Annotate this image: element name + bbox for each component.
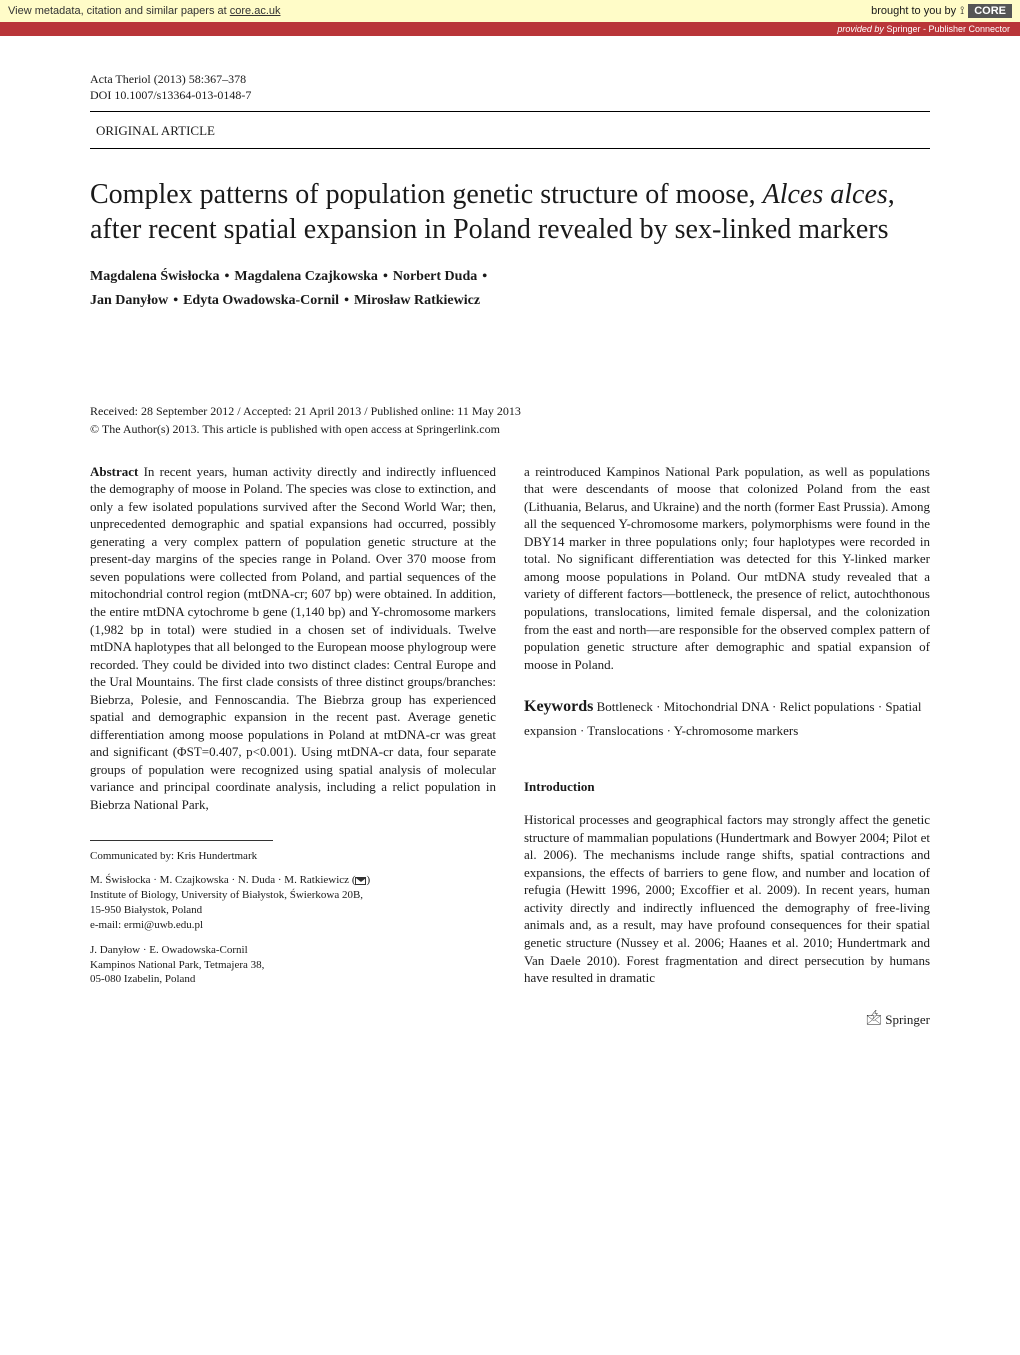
affiliation-1: M. Świsłocka · M. Czajkowska · N. Duda ·…	[90, 873, 496, 932]
core-logo[interactable]: CORE	[968, 4, 1012, 18]
affiliation-2: J. Danyłow · E. Owadowska-Cornil Kampino…	[90, 943, 496, 988]
core-banner: View metadata, citation and similar pape…	[0, 0, 1020, 22]
abstract-left-text: In recent years, human activity directly…	[90, 464, 496, 812]
author: Norbert Duda	[393, 269, 477, 284]
author: Magdalena Czajkowska	[234, 269, 378, 284]
provider-bar: provided by Springer - Publisher Connect…	[0, 22, 1020, 36]
title-species: Alces alces	[763, 179, 888, 210]
journal-info: Acta Theriol (2013) 58:367–378 DOI 10.10…	[90, 72, 930, 103]
aff2-names: J. Danyłow · E. Owadowska-Cornil	[90, 944, 248, 956]
abstract-heading: Abstract	[90, 464, 138, 479]
banner-left[interactable]: View metadata, citation and similar pape…	[8, 5, 281, 17]
provider-label: provided by	[837, 24, 886, 34]
aff1-line2: 15-950 Białystok, Poland	[90, 904, 202, 916]
aff2-line2: 05-080 Izabelin, Poland	[90, 973, 195, 985]
aff1-line1: Institute of Biology, University of Biał…	[90, 889, 363, 901]
journal-citation: Acta Theriol (2013) 58:367–378	[90, 72, 930, 88]
keywords-heading: Keywords	[524, 698, 593, 715]
communicated-by: Communicated by: Kris Hundertmark	[90, 849, 496, 864]
title-pre: Complex patterns of population genetic s…	[90, 179, 763, 210]
banner-brought: brought to you by	[871, 5, 956, 17]
springer-icon: 🖄	[866, 1013, 882, 1028]
aff2-line1: Kampinos National Park, Tetmajera 38,	[90, 959, 264, 971]
banner-text: View metadata, citation and similar pape…	[8, 5, 230, 17]
banner-link[interactable]: core.ac.uk	[230, 5, 281, 17]
aff1-names: M. Świsłocka · M. Czajkowska · N. Duda ·…	[90, 874, 355, 886]
introduction-heading: Introduction	[524, 779, 930, 795]
author: Jan Danyłow	[90, 293, 168, 308]
springer-label: Springer	[885, 1012, 930, 1027]
abstract-left: Abstract In recent years, human activity…	[90, 463, 496, 814]
banner-right: brought to you by ⟟ CORE	[871, 4, 1012, 18]
author: Mirosław Ratkiewicz	[354, 293, 480, 308]
two-column-body: Abstract In recent years, human activity…	[90, 463, 930, 1033]
introduction-body: Historical processes and geographical fa…	[524, 811, 930, 986]
aff1-email: e-mail: ermi@uwb.edu.pl	[90, 919, 203, 931]
author: Edyta Owadowska-Cornil	[183, 293, 339, 308]
keywords: Keywords Bottleneck · Mitochondrial DNA …	[524, 695, 930, 743]
envelope-icon	[355, 877, 366, 885]
abstract-right: a reintroduced Kampinos National Park po…	[524, 463, 930, 674]
author: Magdalena Świsłocka	[90, 269, 220, 284]
left-column: Abstract In recent years, human activity…	[90, 463, 496, 1033]
core-icon: ⟟	[960, 5, 964, 18]
author-list: Magdalena Świsłocka•Magdalena Czajkowska…	[90, 265, 930, 313]
article-dates: Received: 28 September 2012 / Accepted: …	[90, 403, 930, 420]
article-type-box: ORIGINAL ARTICLE	[90, 111, 930, 149]
footnote-rule	[90, 840, 273, 841]
article-title: Complex patterns of population genetic s…	[90, 177, 930, 247]
article-type: ORIGINAL ARTICLE	[96, 123, 930, 139]
aff1-close: )	[366, 874, 370, 886]
journal-doi: DOI 10.1007/s13364-013-0148-7	[90, 88, 930, 104]
springer-mark: 🖄 Springer	[524, 1009, 930, 1033]
provider-name: Springer - Publisher Connector	[886, 24, 1010, 34]
right-column: a reintroduced Kampinos National Park po…	[524, 463, 930, 1033]
page-content: Acta Theriol (2013) 58:367–378 DOI 10.10…	[0, 36, 1020, 1073]
copyright: © The Author(s) 2013. This article is pu…	[90, 422, 930, 437]
